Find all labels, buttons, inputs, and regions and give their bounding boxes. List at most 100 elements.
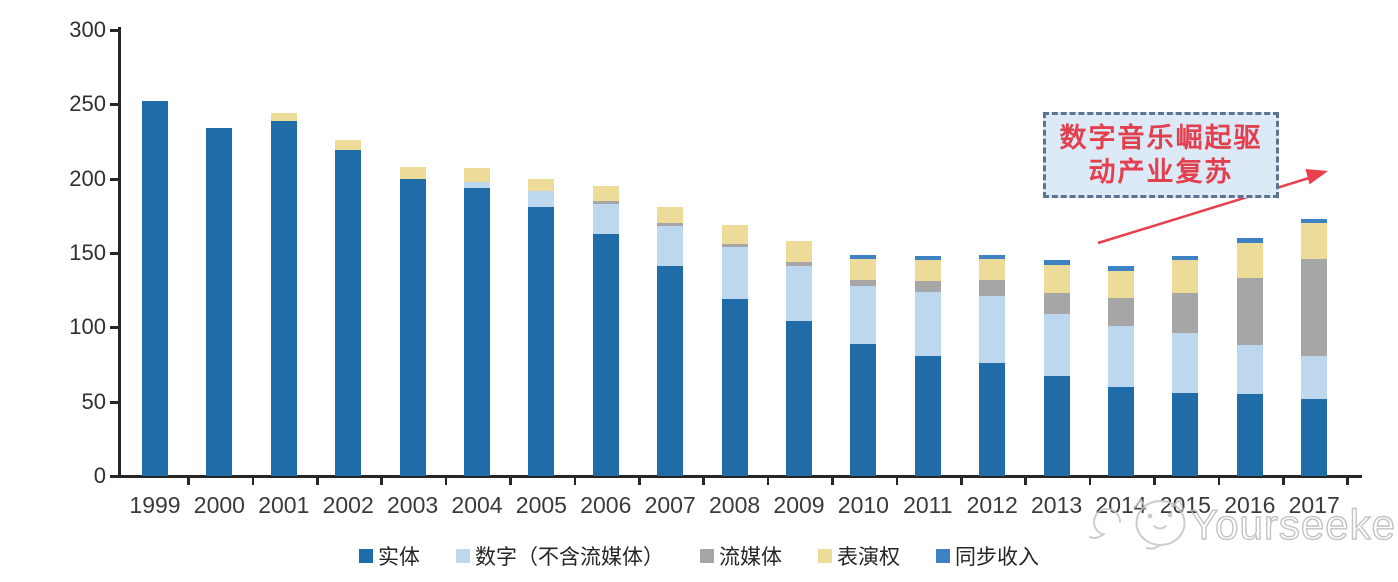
y-axis-line <box>118 27 121 478</box>
y-axis-tick <box>110 400 119 404</box>
bar-segment-physical <box>1301 398 1328 476</box>
bar-segment-physical <box>528 206 555 476</box>
legend-item-streaming: 流媒体 <box>700 541 782 571</box>
x-axis-tick <box>702 477 705 485</box>
bar-2006 <box>592 186 619 476</box>
x-axis-label: 2017 <box>1288 492 1340 518</box>
bar-segment-performance-rights <box>270 113 297 121</box>
bar-segment-physical <box>786 321 812 476</box>
bar-segment-digital-ex-streaming <box>464 181 490 188</box>
bar-segment-performance-rights <box>914 260 941 282</box>
x-axis-tick <box>316 477 319 485</box>
bar-segment-performance-rights <box>1108 270 1134 298</box>
bar-segment-streaming <box>914 281 941 292</box>
x-axis-label: 2015 <box>1159 492 1211 518</box>
y-axis-tick-label: 250 <box>69 91 106 117</box>
x-axis-label: 2016 <box>1224 492 1276 518</box>
x-axis-tick <box>1217 477 1221 485</box>
bar-segment-physical <box>335 150 362 476</box>
x-axis-tick <box>1153 477 1156 485</box>
legend-swatch-digital-ex-streaming-icon <box>456 549 470 563</box>
bar-segment-performance-rights <box>399 166 426 179</box>
x-axis-tick <box>1346 477 1349 485</box>
bar-segment-physical <box>464 187 490 476</box>
bar-segment-physical <box>592 233 619 476</box>
bar-segment-physical <box>206 128 233 476</box>
bar-segment-performance-rights <box>850 258 877 280</box>
bar-segment-digital-ex-streaming <box>592 203 619 234</box>
legend-label-physical: 实体 <box>378 546 420 569</box>
bar-segment-sync-revenue <box>914 256 941 261</box>
bar-segment-physical <box>721 299 748 476</box>
bar-segment-performance-rights <box>721 224 748 245</box>
bar-segment-performance-rights <box>786 241 812 262</box>
bar-segment-digital-ex-streaming <box>1172 333 1199 393</box>
x-axis-label: 2011 <box>903 492 953 518</box>
y-axis-tick-label: 150 <box>69 240 106 265</box>
legend-item-physical: 实体 <box>359 541 420 571</box>
bar-segment-streaming <box>850 279 877 286</box>
x-axis-tick <box>187 477 190 485</box>
bar-segment-digital-ex-streaming <box>1108 325 1134 387</box>
bar-segment-sync-revenue <box>1108 266 1134 271</box>
bar-segment-digital-ex-streaming <box>657 226 684 267</box>
x-axis-label: 2012 <box>966 492 1018 518</box>
annotation-box: 数字音乐崛起驱 动产业复苏 <box>1043 112 1279 198</box>
bar-2012 <box>979 254 1006 476</box>
x-axis-tick <box>766 477 770 485</box>
x-axis-tick <box>573 477 577 485</box>
bar-segment-streaming <box>592 201 619 204</box>
y-axis-tick-label: 100 <box>69 314 106 340</box>
bar-segment-streaming <box>979 279 1006 297</box>
bar-segment-streaming <box>721 244 748 248</box>
legend-label-streaming: 流媒体 <box>719 546 782 569</box>
bar-2016 <box>1236 238 1263 476</box>
x-axis-tick <box>1282 477 1285 485</box>
x-axis-tick <box>509 477 512 485</box>
bar-2015 <box>1172 256 1199 476</box>
bar-segment-digital-ex-streaming <box>528 190 555 207</box>
x-axis-label: 1999 <box>129 492 181 518</box>
x-axis-tick <box>1024 477 1027 485</box>
x-axis-label: 2013 <box>1031 492 1083 518</box>
bar-segment-streaming <box>1108 297 1134 326</box>
x-axis-tick <box>895 477 899 485</box>
bar-segment-digital-ex-streaming <box>850 285 877 344</box>
legend-swatch-physical-icon <box>359 549 373 563</box>
bar-segment-performance-rights <box>979 258 1006 280</box>
bar-segment-sync-revenue <box>850 254 877 259</box>
bar-segment-digital-ex-streaming <box>1043 313 1070 377</box>
bar-segment-performance-rights <box>1043 264 1070 294</box>
bar-segment-physical <box>1172 392 1199 476</box>
x-axis-label: 2009 <box>773 492 825 518</box>
bar-segment-sync-revenue <box>1043 260 1070 265</box>
bar-2017 <box>1301 218 1328 476</box>
legend-swatch-streaming-icon <box>700 549 714 563</box>
bar-2007 <box>657 206 684 476</box>
bar-segment-physical <box>979 363 1006 476</box>
x-axis-tick <box>638 477 641 485</box>
bar-2003 <box>399 166 426 476</box>
bar-segment-sync-revenue <box>979 254 1006 259</box>
bar-segment-physical <box>850 343 877 476</box>
legend-item-sync-revenue: 同步收入 <box>936 541 1039 571</box>
watermark-text: Yourseeker <box>1190 501 1398 548</box>
x-axis-label: 2004 <box>451 492 503 518</box>
bar-2014 <box>1108 266 1134 476</box>
bar-2013 <box>1043 260 1070 476</box>
legend-label-digital-ex-streaming: 数字（不含流媒体） <box>475 546 664 569</box>
bar-segment-streaming <box>1172 293 1199 334</box>
x-axis-label: 2005 <box>515 492 567 518</box>
bar-2000 <box>206 128 233 476</box>
bar-segment-streaming <box>786 261 812 267</box>
x-axis-label: 2000 <box>193 492 245 518</box>
bar-segment-streaming <box>1301 258 1328 356</box>
bar-2011 <box>914 256 941 476</box>
x-axis-tick <box>444 477 448 485</box>
bar-segment-digital-ex-streaming <box>786 266 812 322</box>
bar-segment-digital-ex-streaming <box>979 296 1006 364</box>
bar-segment-digital-ex-streaming <box>1301 355 1328 399</box>
legend-item-performance-rights: 表演权 <box>818 541 900 571</box>
bar-2004 <box>464 168 490 476</box>
annotation-arrowhead-icon <box>1305 169 1328 185</box>
